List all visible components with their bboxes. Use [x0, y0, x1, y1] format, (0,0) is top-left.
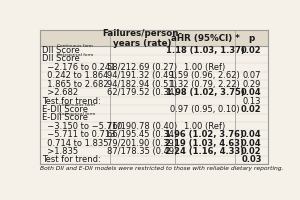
Text: 0.714 to 1.835: 0.714 to 1.835 [42, 139, 108, 148]
Text: Categorical form: Categorical form [57, 53, 93, 57]
Text: E-DII Score: E-DII Score [42, 113, 88, 122]
Text: Categorical form: Categorical form [59, 112, 95, 116]
Text: >2.682: >2.682 [42, 88, 78, 97]
Text: 0.07: 0.07 [242, 71, 261, 80]
Text: 1.18 (1.03, 1.37): 1.18 (1.03, 1.37) [166, 46, 244, 55]
Text: 0.04: 0.04 [241, 88, 262, 97]
FancyBboxPatch shape [40, 30, 268, 46]
Text: 94/191.32 (0.49): 94/191.32 (0.49) [107, 71, 177, 80]
Text: 2.19 (1.03, 4.63): 2.19 (1.03, 4.63) [166, 139, 244, 148]
Text: 79/201.90 (0.39): 79/201.90 (0.39) [107, 139, 177, 148]
Text: 1.96 (1.02, 3.76): 1.96 (1.02, 3.76) [166, 130, 244, 139]
Text: 0.03: 0.03 [241, 155, 262, 164]
Text: −2.176 to 0.241: −2.176 to 0.241 [42, 63, 115, 72]
Text: −5.711 to 0.713: −5.711 to 0.713 [42, 130, 115, 139]
Text: 0.04: 0.04 [241, 139, 262, 148]
Text: p: p [248, 34, 254, 43]
Text: 1.32 (0.79, 2.22): 1.32 (0.79, 2.22) [170, 80, 240, 89]
Text: 0.02: 0.02 [241, 46, 262, 55]
Text: Test for trend:: Test for trend: [42, 97, 100, 106]
Text: 62/179.52 (0.34): 62/179.52 (0.34) [107, 88, 177, 97]
Text: 76/190.78 (0.40): 76/190.78 (0.40) [107, 122, 177, 131]
Text: 0.02: 0.02 [241, 147, 262, 156]
Text: E-DII Score: E-DII Score [42, 105, 88, 114]
Text: 0.04: 0.04 [241, 130, 262, 139]
Text: 58/212.69 (0.27): 58/212.69 (0.27) [107, 63, 177, 72]
Text: Continuous form: Continuous form [59, 103, 95, 107]
Text: 94/182.94 (0.51): 94/182.94 (0.51) [107, 80, 177, 89]
Text: DII Score: DII Score [42, 46, 80, 55]
Text: 0.29: 0.29 [242, 80, 261, 89]
Text: Continuous form: Continuous form [57, 44, 93, 48]
Text: DII Score: DII Score [42, 54, 80, 63]
Text: 0.242 to 1.864: 0.242 to 1.864 [42, 71, 108, 80]
Text: −3.150 to −5.710: −3.150 to −5.710 [42, 122, 122, 131]
Text: aHR (95%CI) *: aHR (95%CI) * [170, 34, 239, 43]
Text: 66/195.45 (0.34): 66/195.45 (0.34) [107, 130, 177, 139]
Text: 0.02: 0.02 [241, 105, 262, 114]
Text: 2.24 (1.16, 4.33): 2.24 (1.16, 4.33) [165, 147, 244, 156]
Text: >1.835: >1.835 [42, 147, 78, 156]
Text: 1.865 to 2.682: 1.865 to 2.682 [42, 80, 108, 89]
Text: 87/178.35 (0.49): 87/178.35 (0.49) [107, 147, 177, 156]
Text: 1.98 (1.02, 3.75): 1.98 (1.02, 3.75) [166, 88, 244, 97]
Text: 0.97 (0.95, 0.10): 0.97 (0.95, 0.10) [170, 105, 240, 114]
Text: 1.00 (Ref): 1.00 (Ref) [184, 122, 226, 131]
Text: 1.59 (0.96, 2.62): 1.59 (0.96, 2.62) [170, 71, 240, 80]
Text: Both DII and E-DII models were restricted to those with reliable dietary reporti: Both DII and E-DII models were restricte… [40, 166, 283, 171]
Text: Failures/person-
years (rate): Failures/person- years (rate) [102, 29, 182, 48]
Text: Test for trend:: Test for trend: [42, 155, 100, 164]
Text: 1.00 (Ref): 1.00 (Ref) [184, 63, 226, 72]
Text: 0.13: 0.13 [242, 97, 261, 106]
